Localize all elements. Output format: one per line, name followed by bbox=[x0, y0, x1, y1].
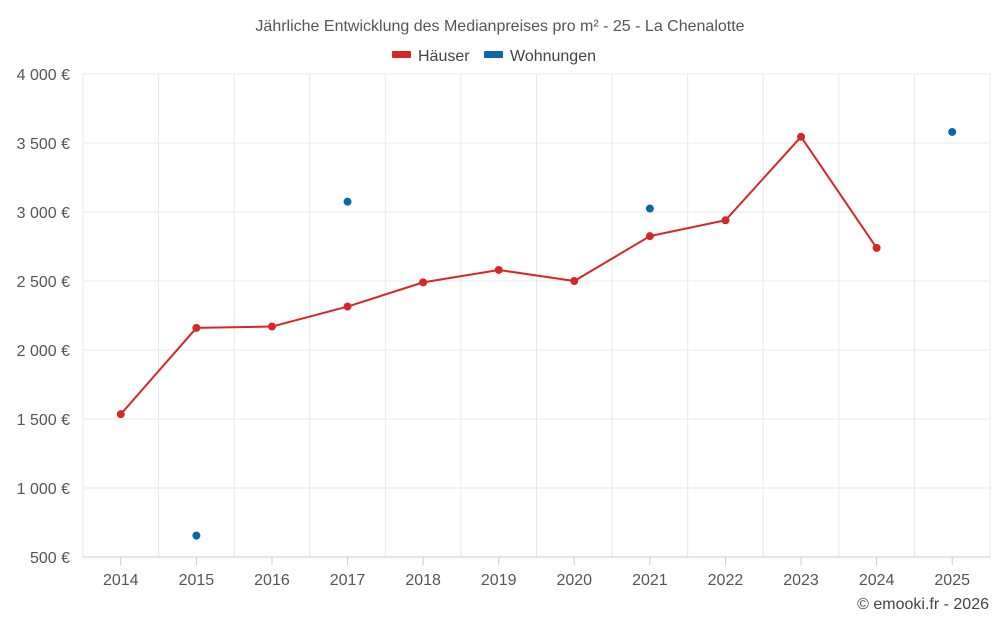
x-tick-label: 2022 bbox=[708, 572, 744, 589]
data-point-hauser[interactable] bbox=[192, 323, 201, 332]
data-point-wohnungen[interactable] bbox=[948, 127, 957, 136]
data-point-hauser[interactable] bbox=[267, 322, 276, 331]
grid-lines bbox=[82, 73, 991, 557]
legend-swatch-wohnungen bbox=[484, 51, 503, 58]
legend-swatch-hauser bbox=[392, 51, 411, 58]
data-point-hauser[interactable] bbox=[116, 410, 125, 419]
x-tick-label: 2015 bbox=[179, 572, 215, 589]
y-tick-label: 3 500 € bbox=[17, 136, 70, 153]
x-tick-label: 2021 bbox=[632, 572, 668, 589]
y-tick-label: 4 000 € bbox=[17, 67, 70, 84]
data-point-wohnungen[interactable] bbox=[343, 197, 352, 206]
data-point-hauser[interactable] bbox=[721, 216, 730, 225]
data-point-hauser[interactable] bbox=[419, 278, 428, 287]
chart-title: Jährliche Entwicklung des Medianpreises … bbox=[255, 18, 744, 35]
y-tick-label: 1 500 € bbox=[17, 412, 70, 429]
x-tick-label: 2014 bbox=[103, 572, 139, 589]
series-hauser bbox=[116, 132, 881, 419]
data-point-hauser[interactable] bbox=[797, 132, 806, 141]
x-tick-label: 2018 bbox=[405, 572, 441, 589]
y-tick-label: 2 500 € bbox=[17, 274, 70, 291]
series-layer bbox=[116, 127, 957, 540]
x-tick-label: 2019 bbox=[481, 572, 517, 589]
data-point-hauser[interactable] bbox=[570, 277, 579, 285]
data-point-hauser[interactable] bbox=[343, 302, 352, 311]
y-tick-label: 500 € bbox=[30, 550, 70, 567]
legend-label-hauser[interactable]: Häuser bbox=[418, 48, 470, 65]
x-tick-label: 2024 bbox=[859, 572, 895, 589]
y-tick-label: 3 000 € bbox=[17, 205, 70, 222]
x-tick-label: 2017 bbox=[330, 572, 366, 589]
legend[interactable]: Häuser Wohnungen bbox=[392, 48, 596, 65]
x-tick-label: 2023 bbox=[783, 572, 819, 589]
data-point-hauser[interactable] bbox=[645, 232, 654, 241]
x-tick-label: 2016 bbox=[254, 572, 290, 589]
data-point-wohnungen[interactable] bbox=[645, 204, 654, 213]
data-point-wohnungen[interactable] bbox=[192, 531, 201, 540]
credit-text: © emooki.fr - 2026 bbox=[857, 596, 989, 613]
y-tick-label: 2 000 € bbox=[17, 343, 70, 360]
x-tick-label: 2025 bbox=[934, 572, 970, 589]
y-tick-label: 1 000 € bbox=[17, 481, 70, 498]
axes: 500 € 1 000 € 1 500 € 2 000 € 2 500 € 3 000 €… bbox=[17, 67, 990, 589]
x-tick-label: 2020 bbox=[556, 572, 592, 589]
data-point-hauser[interactable] bbox=[872, 243, 881, 252]
data-point-hauser[interactable] bbox=[494, 265, 503, 274]
legend-label-wohnungen[interactable]: Wohnungen bbox=[510, 48, 596, 65]
series-wohnungen bbox=[192, 127, 957, 540]
